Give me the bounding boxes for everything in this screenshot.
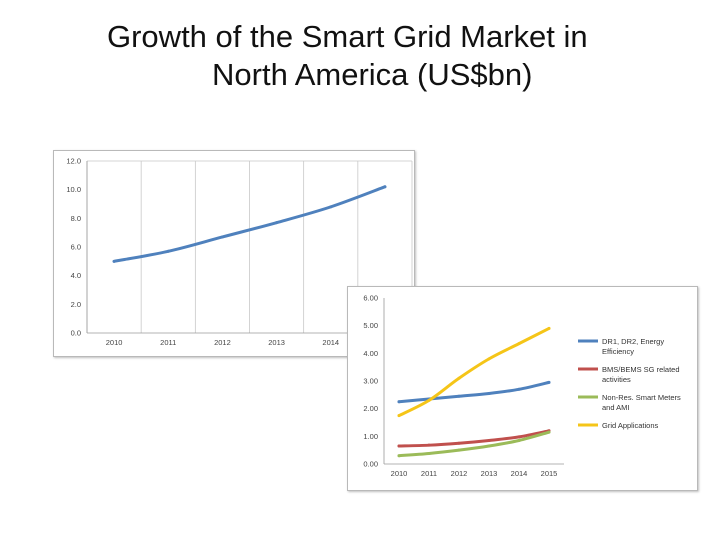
- y-tick-label: 6.0: [71, 243, 81, 252]
- data-point-0-2: [220, 235, 224, 239]
- data-point-0-5: [547, 380, 551, 384]
- x-tick-label: 2012: [451, 469, 468, 478]
- legend-label: Efficiency: [602, 347, 634, 356]
- y-tick-label: 4.00: [363, 349, 378, 358]
- x-tick-label: 2010: [106, 338, 123, 347]
- y-tick-label: 1.00: [363, 432, 378, 441]
- y-tick-label: 4.0: [71, 271, 81, 280]
- x-tick-label: 2013: [481, 469, 498, 478]
- data-point-3-4: [517, 342, 521, 346]
- y-tick-label: 0.0: [71, 329, 81, 338]
- series-line-1: [397, 429, 551, 448]
- page-title-line-1: Growth of the Smart Grid Market in: [107, 19, 588, 54]
- data-point-2-0: [397, 454, 401, 458]
- x-tick-label: 2014: [511, 469, 528, 478]
- data-point-0-0: [112, 259, 116, 263]
- segment-breakdown-chart-svg: 0.00 1.00 2.00 3.00 4.00 5.00 6.00 2010 2011 2012…: [363, 294, 681, 479]
- data-point-2-5: [547, 430, 551, 434]
- data-point-0-0: [397, 400, 401, 404]
- series-line-2: [397, 430, 551, 458]
- y-tick-label: 10.0: [66, 185, 81, 194]
- data-point-0-3: [275, 221, 279, 225]
- data-point-2-3: [487, 444, 491, 448]
- data-point-1-3: [487, 438, 491, 442]
- data-point-1-2: [457, 441, 461, 445]
- y-tick-label: 5.00: [363, 321, 378, 330]
- x-tick-label: 2013: [268, 338, 285, 347]
- data-point-0-4: [517, 387, 521, 391]
- x-tick-label: 2010: [391, 469, 408, 478]
- data-point-3-0: [397, 414, 401, 418]
- legend-label: DR1, DR2, Energy: [602, 337, 664, 346]
- data-point-0-5: [383, 185, 387, 189]
- data-point-3-2: [457, 376, 461, 380]
- y-tick-label: 0.00: [363, 460, 378, 469]
- legend-label: BMS/BEMS SG related: [602, 365, 680, 374]
- data-point-3-1: [427, 398, 431, 402]
- data-point-1-0: [397, 444, 401, 448]
- data-point-0-3: [487, 391, 491, 395]
- data-point-0-1: [166, 249, 170, 253]
- page-title-line-2: North America (US$bn): [212, 57, 533, 92]
- x-tick-label: 2011: [160, 338, 176, 347]
- data-point-0-4: [329, 205, 333, 209]
- series-line-0: [397, 380, 551, 404]
- y-tick-label: 6.00: [363, 294, 378, 303]
- data-point-0-2: [457, 394, 461, 398]
- series-line-0: [112, 185, 387, 263]
- segment-breakdown-chart: 0.00 1.00 2.00 3.00 4.00 5.00 6.00 2010 2011 2012…: [347, 286, 698, 491]
- x-tick-label: 2012: [214, 338, 231, 347]
- y-tick-label: 12.0: [66, 157, 81, 166]
- series-line-3: [397, 326, 551, 418]
- page-title: Growth of the Smart Grid Market in North…: [0, 18, 720, 94]
- data-point-2-1: [427, 451, 431, 455]
- legend-label: Non-Res. Smart Meters: [602, 393, 681, 402]
- x-tick-label: 2015: [541, 469, 558, 478]
- legend-label: and AMI: [602, 403, 630, 412]
- data-point-3-5: [547, 326, 551, 330]
- data-point-1-1: [427, 443, 431, 447]
- y-tick-label: 3.00: [363, 377, 378, 386]
- data-point-3-3: [487, 357, 491, 361]
- legend-label: Grid Applications: [602, 421, 659, 430]
- y-tick-label: 2.00: [363, 404, 378, 413]
- y-tick-label: 8.0: [71, 214, 81, 223]
- data-point-2-4: [517, 438, 521, 442]
- y-tick-label: 2.0: [71, 300, 81, 309]
- x-tick-label: 2011: [421, 469, 437, 478]
- legend-label: activities: [602, 375, 631, 384]
- data-point-2-2: [457, 448, 461, 452]
- x-tick-label: 2014: [322, 338, 339, 347]
- data-point-1-4: [517, 435, 521, 439]
